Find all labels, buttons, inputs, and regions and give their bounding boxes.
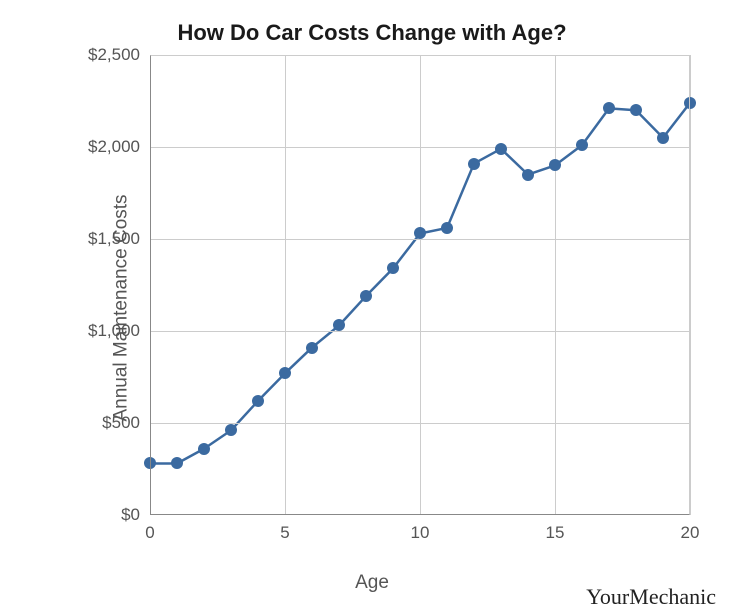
y-tick-label: $2,000 <box>88 137 140 157</box>
chart-container: How Do Car Costs Change with Age? Annual… <box>0 0 744 616</box>
x-tick-label: 10 <box>411 523 430 543</box>
chart-title: How Do Car Costs Change with Age? <box>0 20 744 46</box>
y-tick-label: $2,500 <box>88 45 140 65</box>
x-tick-label: 20 <box>681 523 700 543</box>
plot-area: $0$500$1,000$1,500$2,000$2,50005101520 <box>150 55 690 515</box>
brand-watermark: YourMechanic <box>586 584 716 610</box>
y-tick-label: $1,000 <box>88 321 140 341</box>
x-tick-label: 15 <box>546 523 565 543</box>
y-tick-label: $500 <box>102 413 140 433</box>
x-tick-label: 0 <box>145 523 154 543</box>
gridline-vertical <box>690 55 691 515</box>
plot-border <box>150 55 690 515</box>
x-tick-label: 5 <box>280 523 289 543</box>
y-tick-label: $1,500 <box>88 229 140 249</box>
y-tick-label: $0 <box>121 505 140 525</box>
